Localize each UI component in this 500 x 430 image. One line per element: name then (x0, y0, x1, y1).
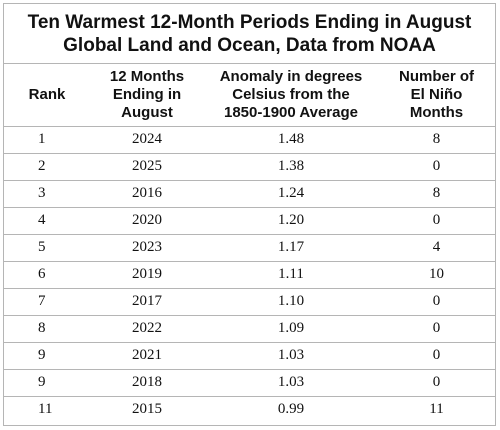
column-header-period: 12 Months Ending in August (90, 64, 204, 127)
anomaly-cell: 1.48 (204, 126, 378, 154)
data-table: Rank 12 Months Ending in August Anomaly … (4, 64, 495, 423)
period-cell: 2018 (90, 369, 204, 397)
rank-cell: 6 (4, 261, 90, 289)
el-nino-months-cell: 0 (378, 153, 495, 181)
anomaly-cell: 1.03 (204, 342, 378, 370)
anomaly-cell: 1.17 (204, 234, 378, 262)
column-header-el-nino-months: Number of El Niño Months (378, 64, 495, 127)
rank-cell: 1 (4, 126, 90, 154)
period-cell: 2022 (90, 315, 204, 343)
rank-cell: 7 (4, 288, 90, 316)
anomaly-cell: 1.09 (204, 315, 378, 343)
table-row: 7 2017 1.10 0 (4, 288, 495, 316)
rank-cell: 11 (38, 401, 53, 418)
table-body: 1 2024 1.48 8 2 2025 1.38 0 3 2016 1.24 8 4 2020 1.20 0… (4, 126, 495, 423)
rank-cell: 3 (4, 180, 90, 208)
el-nino-months-cell: 0 (378, 342, 495, 370)
table-row: 3 2016 1.24 8 (4, 180, 495, 208)
period-cell: 2020 (90, 207, 204, 235)
table-row: 1 2024 1.48 8 (4, 126, 495, 154)
rank-cell: 2 (4, 153, 90, 181)
table-row: 6 2019 1.11 10 (4, 261, 495, 289)
period-cell: 2021 (90, 342, 204, 370)
table-title: Ten Warmest 12-Month Periods Ending in A… (4, 4, 495, 64)
el-nino-months-cell: 10 (378, 261, 495, 289)
warmest-periods-table-panel: Ten Warmest 12-Month Periods Ending in A… (3, 3, 496, 426)
rank-cell: 9 (4, 369, 90, 397)
anomaly-cell: 1.03 (204, 369, 378, 397)
table-title-line-2: Global Land and Ocean, Data from NOAA (63, 34, 436, 56)
table-row: 2 2025 1.38 0 (4, 153, 495, 181)
table-title-line-1: Ten Warmest 12-Month Periods Ending in A… (27, 11, 472, 33)
column-header-anomaly: Anomaly in degrees Celsius from the 1850… (204, 64, 378, 127)
el-nino-months-cell: 11 (429, 401, 444, 418)
period-cell: 2023 (90, 234, 204, 262)
anomaly-cell: 1.11 (204, 261, 378, 289)
period-cell: 2017 (90, 288, 204, 316)
el-nino-months-cell: 8 (378, 180, 495, 208)
anomaly-cell: 1.10 (204, 288, 378, 316)
el-nino-months-cell: 8 (378, 126, 495, 154)
table-row: 9 2018 1.03 0 (4, 369, 495, 397)
anomaly-cell: 1.38 (204, 153, 378, 181)
anomaly-cell: 0.99 (277, 401, 305, 418)
el-nino-months-cell: 0 (378, 288, 495, 316)
period-cell: 2015 (132, 401, 162, 418)
el-nino-months-cell: 4 (378, 234, 495, 262)
el-nino-months-cell: 0 (378, 207, 495, 235)
column-header-rank: Rank (4, 64, 90, 127)
table-row: 4 2020 1.20 0 (4, 207, 495, 235)
period-cell: 2025 (90, 153, 204, 181)
rank-cell: 4 (4, 207, 90, 235)
period-cell: 2024 (90, 126, 204, 154)
el-nino-months-cell: 0 (378, 315, 495, 343)
header-row: Rank 12 Months Ending in August Anomaly … (4, 64, 495, 127)
anomaly-cell: 1.24 (204, 180, 378, 208)
table-row: 9 2021 1.03 0 (4, 342, 495, 370)
period-cell: 2016 (90, 180, 204, 208)
rank-cell: 8 (4, 315, 90, 343)
table-row: 8 2022 1.09 0 (4, 315, 495, 343)
table-row: 5 2023 1.17 4 (4, 234, 495, 262)
anomaly-cell: 1.20 (204, 207, 378, 235)
rank-cell: 9 (4, 342, 90, 370)
period-cell: 2019 (90, 261, 204, 289)
el-nino-months-cell: 0 (378, 369, 495, 397)
rank-cell: 5 (4, 234, 90, 262)
table-row: 11 2015 0.99 11 (4, 396, 495, 423)
